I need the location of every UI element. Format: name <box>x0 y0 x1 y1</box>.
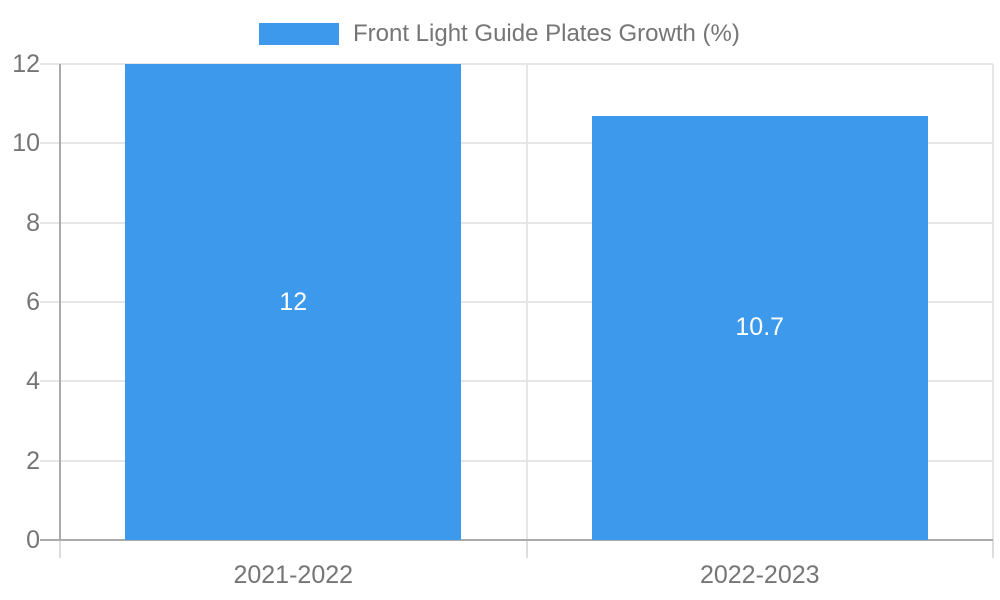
legend[interactable]: Front Light Guide Plates Growth (%) <box>259 20 740 48</box>
y-axis-line <box>59 64 61 540</box>
y-axis-tick-label: 4 <box>26 367 40 396</box>
gridline <box>40 63 993 65</box>
bar-value-label: 10.7 <box>735 313 785 342</box>
y-axis-tick-label: 0 <box>26 526 40 554</box>
legend-swatch[interactable] <box>259 23 339 45</box>
x-axis-tick-label: 2022-2023 <box>699 561 820 589</box>
gridline <box>40 380 993 383</box>
y-axis-tick-label: 10 <box>12 129 40 158</box>
bar-value-label: 12 <box>279 287 308 316</box>
axis-tick <box>59 540 61 558</box>
gridline <box>525 64 528 540</box>
axis-tick <box>525 540 528 558</box>
y-axis-tick-label: 2 <box>26 446 40 475</box>
bar-2021-2022[interactable]: 12 <box>125 64 462 540</box>
gridline <box>992 64 994 540</box>
x-axis-line <box>40 539 993 541</box>
gridline <box>40 459 993 462</box>
legend-label: Front Light Guide Plates Growth (%) <box>353 20 740 47</box>
gridline <box>40 221 993 224</box>
y-axis-tick-label: 6 <box>26 288 40 316</box>
gridline <box>40 142 993 145</box>
y-axis-tick-label: 12 <box>12 50 40 78</box>
gridline <box>40 301 993 303</box>
x-axis-tick-label: 2021-2022 <box>233 561 354 589</box>
axis-tick <box>992 540 994 558</box>
bar-2022-2023[interactable]: 10.7 <box>591 115 928 540</box>
y-axis-tick-label: 8 <box>26 208 40 237</box>
